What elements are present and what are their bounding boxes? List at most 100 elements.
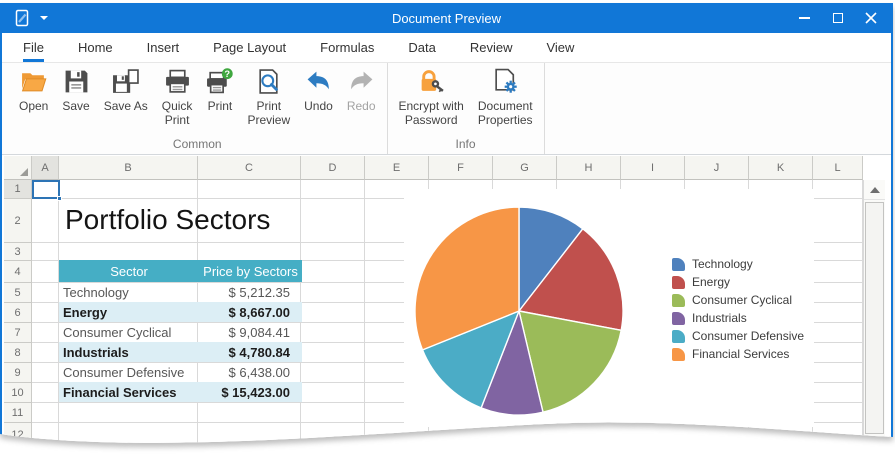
row-header-12[interactable]: 12	[4, 423, 32, 447]
row-header-8[interactable]: 8	[4, 343, 32, 363]
grid-cell[interactable]	[198, 243, 301, 261]
save-as-button[interactable]: Save As	[97, 65, 155, 135]
grid-cell[interactable]	[59, 403, 198, 423]
minimize-icon[interactable]	[788, 3, 821, 33]
sector-cell[interactable]: Consumer Defensive	[63, 364, 185, 380]
grid-cell[interactable]	[59, 199, 198, 243]
close-icon[interactable]	[854, 3, 887, 33]
col-header-e[interactable]: E	[365, 156, 429, 180]
grid-cell[interactable]	[301, 383, 365, 403]
grid-cell[interactable]	[301, 363, 365, 383]
encrypt-with-password-button[interactable]: Encrypt with Password	[392, 65, 471, 135]
col-header-f[interactable]: F	[429, 156, 493, 180]
select-all-corner[interactable]	[4, 156, 32, 180]
col-header-c[interactable]: C	[198, 156, 301, 180]
grid-cell[interactable]	[301, 261, 365, 283]
grid-cell[interactable]	[301, 283, 365, 303]
grid-cell[interactable]	[301, 323, 365, 343]
row-header-5[interactable]: 5	[4, 283, 32, 303]
tab-formulas[interactable]: Formulas	[320, 40, 375, 55]
cell-title-b2[interactable]: Portfolio Sectors	[65, 204, 271, 235]
grid-cell[interactable]	[813, 180, 863, 199]
maximize-icon[interactable]	[821, 3, 854, 33]
sector-cell[interactable]: Consumer Cyclical	[63, 324, 172, 340]
grid-cell[interactable]	[32, 363, 59, 383]
row-header-2[interactable]: 2	[4, 199, 32, 243]
grid-cell[interactable]	[198, 180, 301, 199]
save-button[interactable]: Save	[55, 65, 96, 135]
legend-item-energy[interactable]: Energy	[672, 273, 804, 291]
grid-cell[interactable]	[813, 243, 863, 261]
sector-cell[interactable]: Energy	[63, 304, 108, 320]
tab-view[interactable]: View	[546, 40, 575, 55]
col-header-i[interactable]: I	[621, 156, 685, 180]
col-header-b[interactable]: B	[59, 156, 198, 180]
legend-item-consumer-cyclical[interactable]: Consumer Cyclical	[672, 291, 804, 309]
grid-cell[interactable]	[493, 423, 557, 447]
col-header-d[interactable]: D	[301, 156, 365, 180]
legend-item-consumer-defensive[interactable]: Consumer Defensive	[672, 327, 804, 345]
grid-cell[interactable]	[32, 323, 59, 343]
row-header-1[interactable]: 1	[4, 180, 32, 199]
row-header-4[interactable]: 4	[4, 261, 32, 283]
grid-cell[interactable]	[813, 261, 863, 283]
row-header-9[interactable]: 9	[4, 363, 32, 383]
pie-plot[interactable]	[404, 189, 814, 427]
print-button[interactable]: ? Print	[199, 65, 240, 135]
grid-cell[interactable]	[813, 403, 863, 423]
row-header-10[interactable]: 10	[4, 383, 32, 403]
fill-handle[interactable]	[57, 196, 62, 201]
legend-item-technology[interactable]: Technology	[672, 255, 804, 273]
tab-data[interactable]: Data	[408, 40, 436, 55]
grid-cell[interactable]	[32, 423, 59, 447]
grid-cell[interactable]	[198, 199, 301, 243]
col-header-k[interactable]: K	[749, 156, 813, 180]
pie-slice-consumer-defensive[interactable]	[423, 311, 519, 408]
pie-slice-financial-services[interactable]	[415, 207, 519, 350]
row-header-3[interactable]: 3	[4, 243, 32, 261]
quick-print-button[interactable]: Quick Print	[155, 65, 200, 135]
undo-button[interactable]: Undo	[297, 65, 340, 135]
grid-cell[interactable]	[813, 199, 863, 243]
grid-cell[interactable]	[557, 423, 621, 447]
grid-cell[interactable]	[301, 303, 365, 323]
tab-insert[interactable]: Insert	[146, 40, 180, 55]
pie-slice-technology[interactable]	[519, 207, 583, 311]
price-cell[interactable]: $ 8,667.00	[228, 304, 290, 320]
grid-cell[interactable]	[813, 343, 863, 363]
tab-review[interactable]: Review	[469, 40, 513, 55]
grid-cell[interactable]	[198, 403, 301, 423]
document-properties-button[interactable]: Document Properties	[471, 65, 540, 135]
price-cell[interactable]: $ 15,423.00	[221, 384, 290, 400]
tab-home[interactable]: Home	[77, 40, 113, 55]
sector-cell[interactable]: Technology	[63, 284, 129, 300]
grid-cell[interactable]	[32, 199, 59, 243]
grid-cell[interactable]	[301, 243, 365, 261]
pie-slice-energy[interactable]	[519, 229, 623, 331]
grid-cell[interactable]	[59, 423, 198, 447]
col-header-g[interactable]: G	[493, 156, 557, 180]
col-header-j[interactable]: J	[685, 156, 749, 180]
tab-file[interactable]: File	[23, 33, 44, 62]
col-header-l[interactable]: L	[813, 156, 863, 180]
table-header-price-by-sectors[interactable]: Price by Sectors	[203, 263, 298, 279]
grid-cell[interactable]	[813, 383, 863, 403]
grid-cell[interactable]	[813, 323, 863, 343]
legend-item-financial-services[interactable]: Financial Services	[672, 345, 804, 363]
grid-cell[interactable]	[813, 423, 863, 447]
price-cell[interactable]: $ 9,084.41	[228, 324, 290, 340]
grid-cell[interactable]	[198, 423, 301, 447]
grid-cell[interactable]	[813, 283, 863, 303]
pie-slice-consumer-cyclical[interactable]	[519, 311, 621, 412]
col-header-a[interactable]: A	[32, 156, 59, 180]
grid-cell[interactable]	[32, 303, 59, 323]
row-header-7[interactable]: 7	[4, 323, 32, 343]
grid-cell[interactable]	[813, 363, 863, 383]
grid-cell[interactable]	[32, 383, 59, 403]
sector-cell[interactable]: Industrials	[63, 344, 129, 360]
grid-cell[interactable]	[59, 180, 198, 199]
print-preview-button[interactable]: Print Preview	[240, 65, 297, 135]
grid-cell[interactable]	[301, 343, 365, 363]
tab-page-layout[interactable]: Page Layout	[213, 40, 287, 55]
grid-cell[interactable]	[32, 261, 59, 283]
